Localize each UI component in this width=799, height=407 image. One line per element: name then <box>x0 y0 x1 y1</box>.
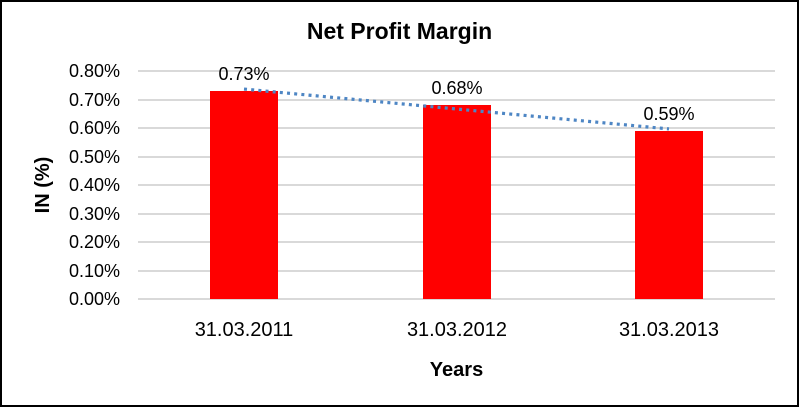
y-axis-tick-label: 0.20% <box>68 232 120 252</box>
gridline <box>138 99 775 101</box>
bar-data-label: 0.59% <box>643 104 695 124</box>
x-axis-tick-label: 31.03.2013 <box>618 319 720 341</box>
bar-31.03.2013[interactable] <box>635 131 703 299</box>
gridline <box>138 70 775 72</box>
y-axis-tick-label: 0.80% <box>68 61 120 81</box>
y-axis-tick-label: 0.50% <box>68 147 120 167</box>
y-axis-tick-label: 0.60% <box>68 118 120 138</box>
y-axis-tick-label: 0.10% <box>68 261 120 281</box>
y-axis-tick-label: 0.40% <box>68 175 120 195</box>
x-axis-tick-label: 31.03.2011 <box>194 319 294 341</box>
plot-area: 0.80% 0.70% 0.60% 0.50% 0.40% 0.30% 0.20% 0.10%… <box>69 61 775 309</box>
bar-31.03.2011[interactable] <box>210 91 278 299</box>
x-axis-title: Years <box>429 359 484 381</box>
gridline <box>138 298 775 300</box>
chart-title: Net Profit Margin <box>306 18 493 44</box>
bar-31.03.2012[interactable] <box>423 105 491 299</box>
y-axis-tick-label: 0.30% <box>68 204 120 224</box>
bar-data-label: 0.73% <box>218 64 270 84</box>
bar-data-label: 0.68% <box>431 78 483 98</box>
trendline[interactable] <box>243 87 670 131</box>
x-axis-tick-label: 31.03.2012 <box>406 319 508 341</box>
y-axis-tick-label: 0.70% <box>68 90 120 110</box>
y-axis-tick-label: 0.00% <box>68 289 120 309</box>
